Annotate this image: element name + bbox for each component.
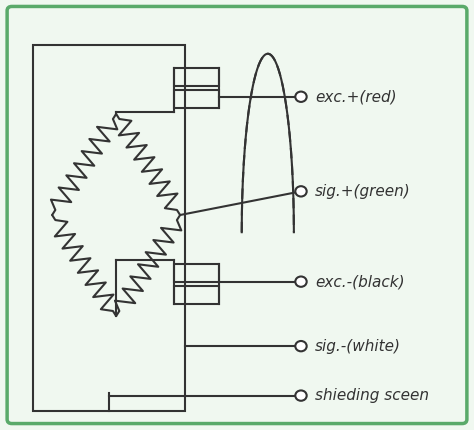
Bar bbox=[174, 68, 219, 86]
FancyBboxPatch shape bbox=[7, 6, 467, 424]
Bar bbox=[174, 90, 219, 108]
Circle shape bbox=[295, 186, 307, 197]
Text: exc.-(black): exc.-(black) bbox=[315, 274, 405, 289]
Bar bbox=[33, 45, 185, 411]
Circle shape bbox=[295, 341, 307, 351]
Circle shape bbox=[295, 92, 307, 102]
Circle shape bbox=[295, 276, 307, 287]
Bar bbox=[174, 264, 219, 282]
Text: exc.+(red): exc.+(red) bbox=[315, 89, 397, 104]
Text: sig.+(green): sig.+(green) bbox=[315, 184, 411, 199]
Bar bbox=[174, 286, 219, 304]
Text: shieding sceen: shieding sceen bbox=[315, 388, 429, 403]
Circle shape bbox=[295, 390, 307, 401]
Text: sig.-(white): sig.-(white) bbox=[315, 339, 401, 353]
